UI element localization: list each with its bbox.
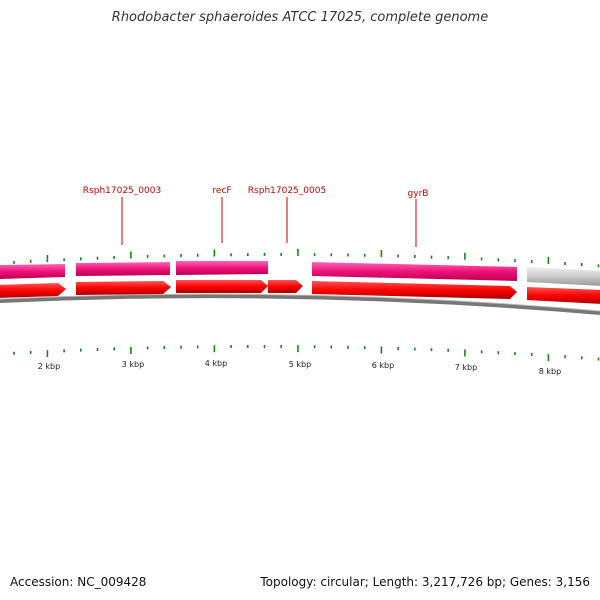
gene-label[interactable]: Rsph17025_0003 [83,186,161,196]
gene-arrow[interactable] [527,287,600,304]
gene-track [0,280,600,304]
gene-label[interactable]: Rsph17025_0005 [248,186,326,196]
map-title: Rhodobacter sphaeroides ATCC 17025, comp… [111,10,489,25]
gene-arrow[interactable] [176,280,268,293]
scale-label: 4 kbp [205,359,227,368]
feature-block[interactable] [0,264,65,279]
scale-label: 5 kbp [289,360,311,369]
gene-labels: Rsph17025_0003 recF Rsph17025_0005 gyrB [83,186,429,199]
gene-arrow[interactable] [268,280,303,293]
gene-label[interactable]: gyrB [408,189,429,199]
feature-block[interactable] [76,262,170,276]
scale-label: 7 kbp [455,363,477,372]
genome-backbone-highlight [0,293,600,312]
scale-label: 2 kbp [38,362,60,371]
gene-arrow[interactable] [312,281,517,299]
gene-label-lines [121,197,417,247]
summary-text: Topology: circular; Length: 3,217,726 bp… [260,575,590,589]
gene-arrow[interactable] [76,281,171,295]
gene-label[interactable]: recF [212,186,231,196]
feature-block[interactable] [527,267,600,286]
scale-label: 3 kbp [122,360,144,369]
feature-block[interactable] [312,262,517,281]
scale-labels: 2 kbp 3 kbp 4 kbp 5 kbp 6 kbp 7 kbp 8 kb… [38,359,561,376]
gene-arrow[interactable] [0,283,66,298]
outer-ticks [13,249,600,268]
scale-label: 8 kbp [539,367,561,376]
scale-label: 6 kbp [372,361,394,370]
accession-text: Accession: NC_009428 [10,575,147,589]
inner-ticks [13,345,600,362]
genome-backbone [0,294,600,315]
feature-block[interactable] [176,261,268,275]
feature-track [0,261,600,286]
